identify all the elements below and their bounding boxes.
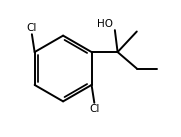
Text: Cl: Cl xyxy=(27,23,37,33)
Text: Cl: Cl xyxy=(89,104,100,114)
Text: HO: HO xyxy=(98,19,113,29)
